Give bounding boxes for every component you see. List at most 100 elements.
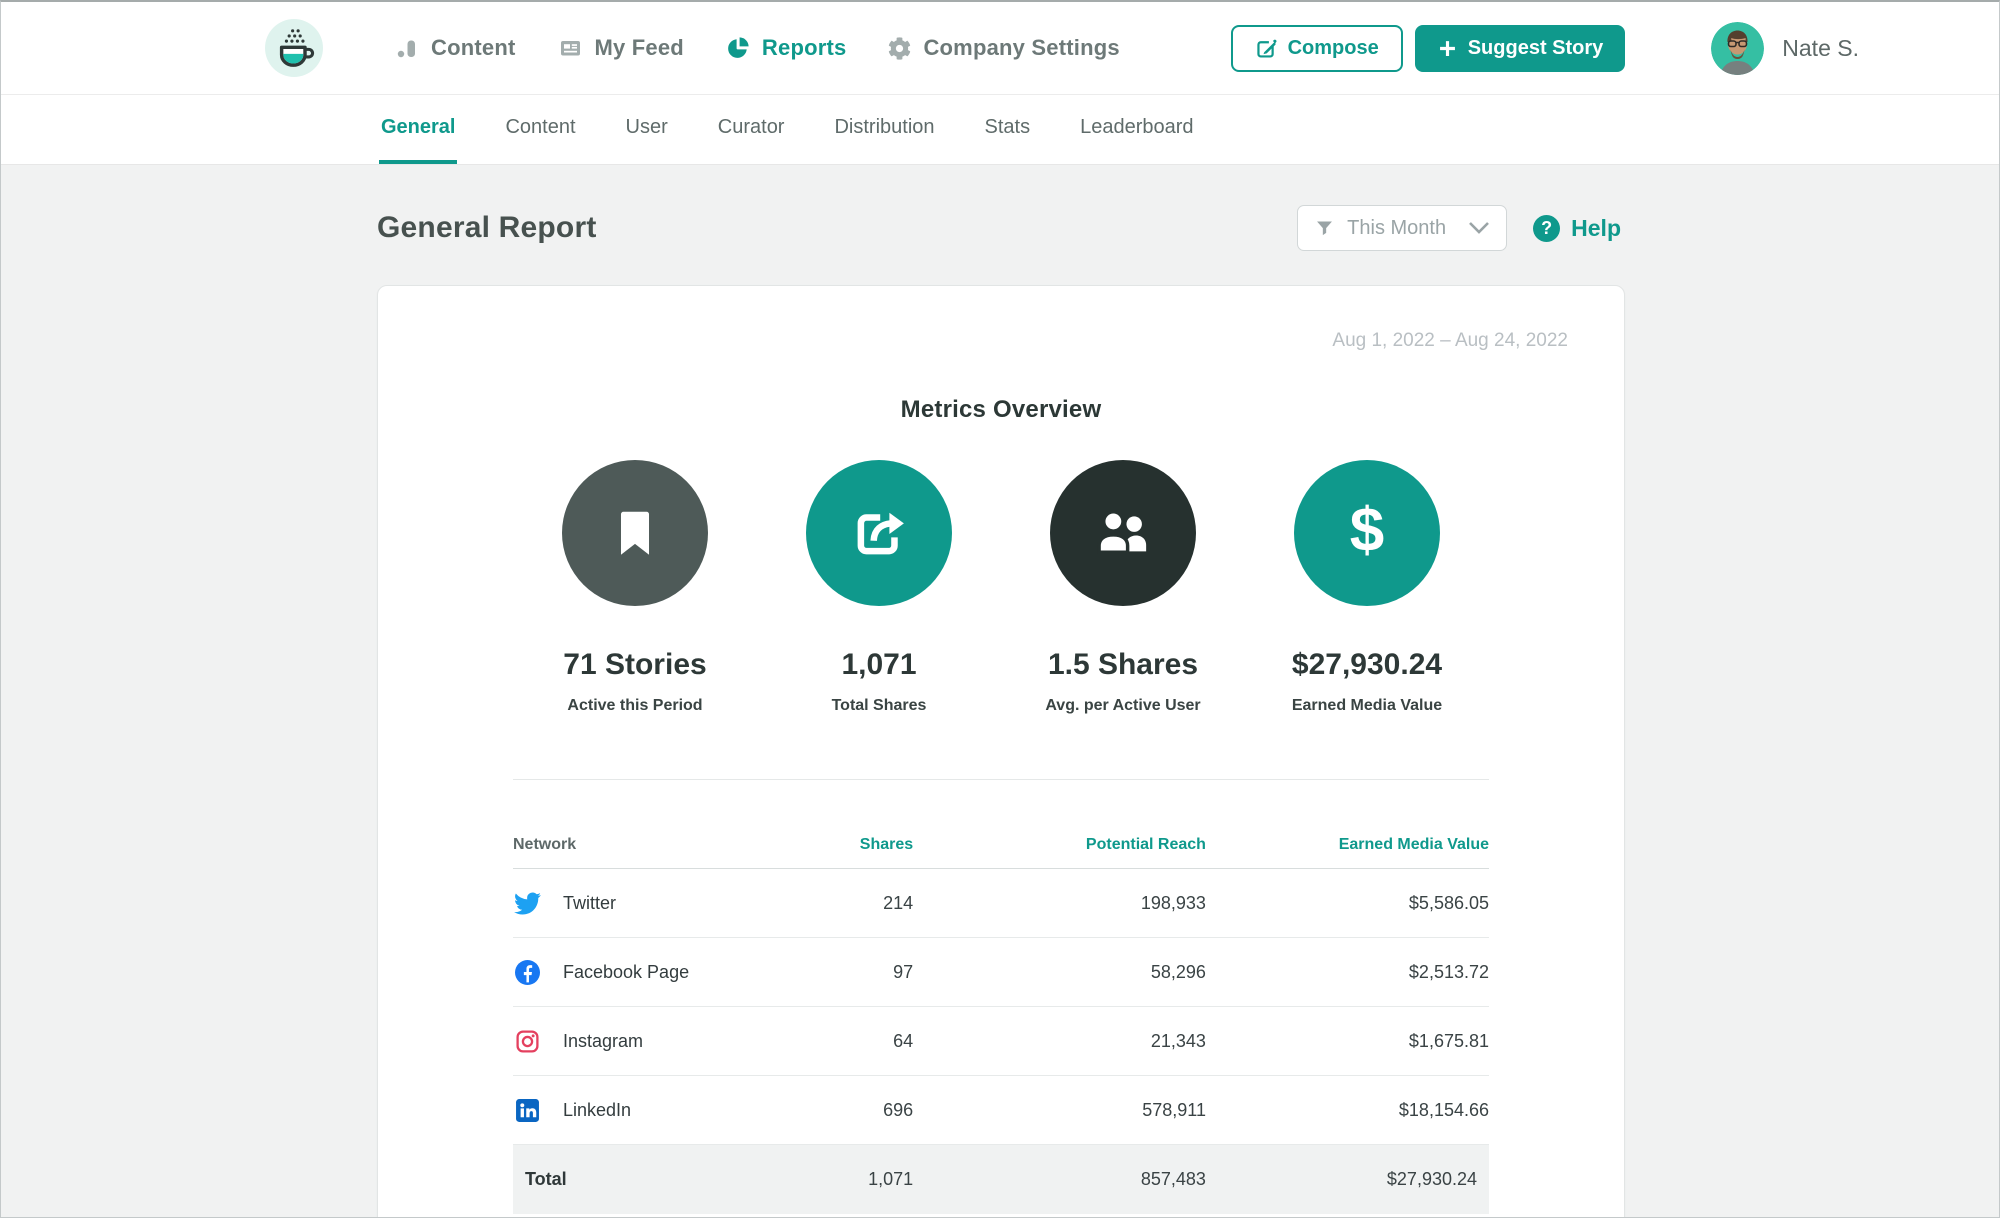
suggest-story-button[interactable]: Suggest Story [1414,24,1626,72]
column-header-network: Network [513,780,806,869]
metric-value: $27,930.24 [1291,648,1443,681]
chevron-down-icon [1468,221,1490,235]
metric-value: 1.5 Shares [1047,648,1199,681]
table-row-facebook: Facebook Page 97 58,296 $2,513.72 [513,937,1489,1007]
shares-value: 214 [805,868,914,938]
section-divider [513,779,1489,780]
app-logo[interactable] [265,19,323,77]
reach-value: 58,296 [913,937,1206,1007]
tab-curator[interactable]: Curator [717,116,785,138]
emv-value: $18,154.66 [1205,1075,1489,1145]
column-header-emv[interactable]: Earned Media Value [1205,780,1489,869]
nav-item-my-feed[interactable]: My Feed [558,35,684,61]
total-emv: $27,930.24 [1205,1144,1489,1214]
metric-label: Active this Period [567,697,703,714]
gear-icon [888,36,911,60]
network-name: Instagram [563,1030,644,1051]
emv-value: $1,675.81 [1205,1006,1489,1076]
date-filter-dropdown[interactable]: This Month [1297,205,1508,251]
shares-value: 97 [805,937,914,1007]
shares-value: 64 [805,1006,914,1076]
top-header: Content My Feed [1,2,1999,95]
network-name: Twitter [563,892,617,913]
compose-button[interactable]: Compose [1230,24,1403,72]
column-header-shares[interactable]: Shares [805,780,914,869]
total-shares: 1,071 [805,1144,914,1214]
share-icon [806,460,952,606]
table-row-linkedin: LinkedIn 696 578,911 $18,154.66 [513,1075,1489,1145]
nav-label: My Feed [594,35,684,60]
general-report-card: Aug 1, 2022 – Aug 24, 2022 Metrics Overv… [377,285,1625,1217]
tab-distribution[interactable]: Distribution [834,116,935,138]
page-controls: This Month ? Help [1297,205,1621,251]
report-tabs: General Content User Curator Distributio… [1,95,1999,165]
facebook-icon [513,959,541,985]
page-title: General Report [377,211,597,244]
tab-leaderboard[interactable]: Leaderboard [1080,116,1194,138]
user-menu[interactable]: Nate S. [1711,21,1859,75]
tab-stats[interactable]: Stats [984,116,1031,138]
avatar [1711,21,1765,75]
compose-pencil-icon [1255,37,1278,60]
primary-nav: Content My Feed [395,35,1120,61]
nav-item-company-settings[interactable]: Company Settings [888,35,1120,61]
filter-funnel-icon [1314,218,1335,239]
help-label: Help [1571,214,1621,241]
metric-stories: 71 Stories Active this Period [513,460,757,715]
table-row-instagram: Instagram 64 21,343 $1,675.81 [513,1006,1489,1076]
help-link[interactable]: ? Help [1533,214,1621,242]
reach-value: 198,933 [913,868,1206,938]
linkedin-icon [513,1098,541,1123]
plus-icon [1437,38,1458,59]
network-table: Network Shares Potential Reach Earned Me… [513,780,1489,1214]
suggest-story-label: Suggest Story [1467,36,1604,59]
date-range: Aug 1, 2022 – Aug 24, 2022 [1332,330,1568,351]
table-row-total: Total 1,071 857,483 $27,930.24 [513,1144,1489,1214]
page-head: General Report This Month ? Help [1,165,1999,251]
bar-chart-icon [395,36,419,60]
nav-label: Content [431,35,516,60]
reach-value: 21,343 [913,1006,1206,1076]
nav-label: Reports [761,35,847,60]
bookmark-icon [562,460,708,606]
table-row-twitter: Twitter 214 198,933 $5,586.05 [513,868,1489,938]
network-name: Facebook Page [563,961,690,982]
filter-value: This Month [1347,216,1447,239]
metrics-overview-title: Metrics Overview [900,396,1102,423]
metric-avg-shares: 1.5 Shares Avg. per Active User [1001,460,1245,715]
feed-icon [558,36,583,60]
instagram-icon [513,1029,541,1054]
network-name: LinkedIn [563,1099,632,1120]
coffee-cup-logo-icon [272,26,316,70]
total-reach: 857,483 [913,1144,1206,1214]
metric-label: Total Shares [831,697,927,714]
question-circle-icon: ? [1533,214,1561,242]
tab-content[interactable]: Content [505,116,576,138]
metric-value: 71 Stories [563,648,707,681]
dollar-icon: $ [1294,460,1440,606]
header-actions: Compose Suggest Story [1230,21,1859,75]
metric-label: Avg. per Active User [1045,697,1201,714]
total-label: Total [513,1144,806,1214]
emv-value: $5,586.05 [1205,868,1489,938]
twitter-icon [513,892,541,915]
compose-label: Compose [1287,36,1379,59]
shares-value: 696 [805,1075,914,1145]
metrics-row: 71 Stories Active this Period 1,071 Tota… [513,460,1489,715]
emv-value: $2,513.72 [1205,937,1489,1007]
nav-item-content[interactable]: Content [395,35,516,61]
reach-value: 578,911 [913,1075,1206,1145]
metric-total-shares: 1,071 Total Shares [757,460,1001,715]
nav-item-reports[interactable]: Reports [726,35,847,61]
column-header-potential-reach[interactable]: Potential Reach [913,780,1206,869]
users-icon [1050,460,1196,606]
tab-user[interactable]: User [625,116,668,138]
metric-label: Earned Media Value [1291,697,1443,714]
metric-value: 1,071 [841,648,917,681]
pie-chart-icon [726,36,750,60]
tab-general[interactable]: General [379,95,458,164]
nav-label: Company Settings [923,35,1120,60]
user-name: Nate S. [1782,34,1859,61]
metric-emv: $ $27,930.24 Earned Media Value [1245,460,1489,715]
